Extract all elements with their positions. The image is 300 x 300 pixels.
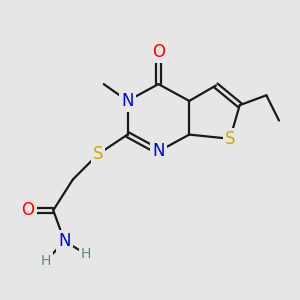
Text: S: S	[225, 130, 235, 148]
Text: O: O	[152, 43, 165, 61]
Text: N: N	[58, 232, 71, 250]
Text: H: H	[80, 247, 91, 261]
Text: O: O	[22, 201, 34, 219]
Text: N: N	[121, 92, 134, 110]
Text: N: N	[152, 142, 165, 160]
Text: H: H	[41, 254, 51, 268]
Text: S: S	[93, 145, 104, 163]
